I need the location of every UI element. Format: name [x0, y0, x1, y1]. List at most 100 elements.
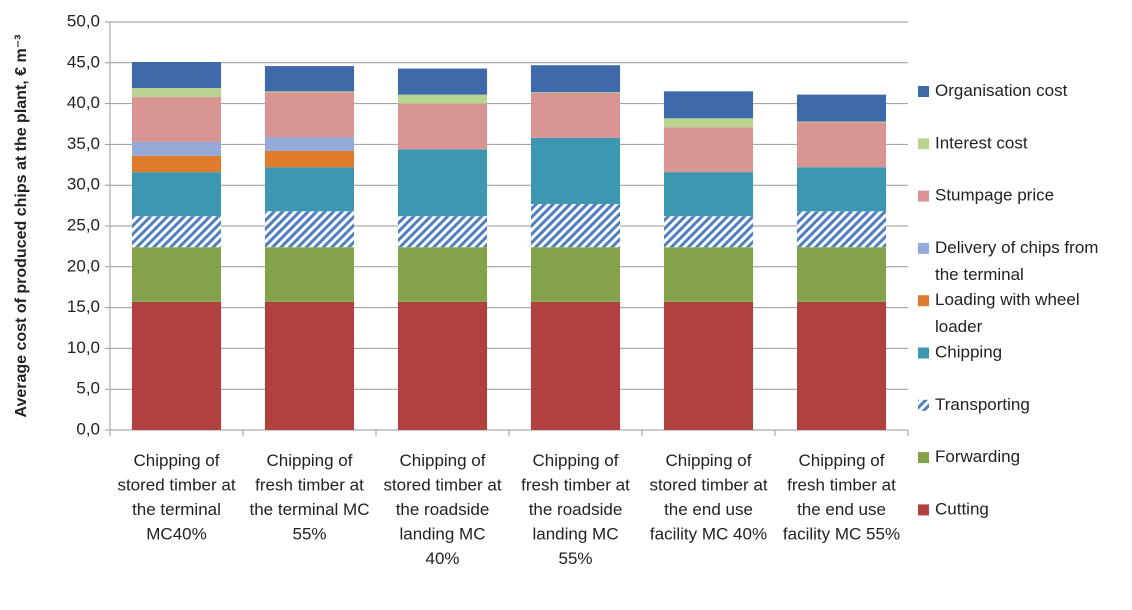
text-line: Forwarding [935, 448, 1020, 467]
text-line: Organisation cost [935, 81, 1068, 100]
legend-label: Interest cost [935, 134, 1028, 153]
text-line: Loading with wheel [935, 291, 1080, 310]
text-line: MC40% [146, 525, 206, 544]
legend-swatch [918, 347, 929, 359]
text-line: loader [935, 318, 983, 337]
y-tick-label: 45,0 [67, 52, 100, 71]
bar-segment [131, 88, 222, 98]
text-line: landing MC [533, 525, 619, 544]
legend-label: Transporting [935, 395, 1030, 414]
text-line: the terminal [935, 265, 1024, 284]
text-line: the terminal MC [250, 500, 370, 519]
text-line: Chipping of [665, 451, 751, 470]
bar-segment [131, 301, 222, 430]
bar-segment [131, 155, 222, 173]
text-line: Chipping of [133, 451, 219, 470]
bar-segment [530, 92, 621, 93]
legend-label: Chipping [935, 343, 1002, 362]
legend-label: Stumpage price [935, 186, 1054, 205]
y-tick-label: 5,0 [76, 379, 100, 398]
y-tick-label: 25,0 [67, 215, 100, 234]
y-axis-label: Average cost of produced chips at the pl… [13, 34, 30, 417]
bar-segment [131, 141, 222, 156]
text-line: Chipping of [266, 451, 352, 470]
legend-label: Cutting [935, 500, 989, 519]
bar-segment [796, 121, 887, 123]
bar-segment [796, 94, 887, 122]
text-line: Chipping of [532, 451, 618, 470]
bar-segment [796, 167, 887, 212]
bar-segment [397, 216, 488, 248]
text-line: Stumpage price [935, 186, 1054, 205]
bar-segment [264, 66, 355, 92]
legend-swatch [918, 86, 929, 97]
text-line: 55% [558, 549, 592, 568]
text-line: Chipping [935, 343, 1002, 362]
legend-swatch [918, 295, 929, 307]
bar-segment [530, 92, 621, 138]
y-tick-label: 0,0 [76, 419, 100, 438]
text-line: the roadside [529, 500, 623, 519]
text-line: Interest cost [935, 134, 1028, 153]
legend-label: Organisation cost [935, 81, 1068, 100]
y-tick-label: 50,0 [67, 11, 100, 30]
text-line: landing MC [400, 525, 486, 544]
x-tick-label: Chipping of fresh timber at the roadside la… [521, 451, 630, 568]
text-line: facility MC 55% [783, 525, 900, 544]
bar-segment [397, 94, 488, 104]
bar-segment [397, 103, 488, 150]
y-tick-label: 20,0 [67, 256, 100, 275]
x-tick-label: Chipping of fresh timber at the end use fac… [783, 451, 900, 544]
x-tick-label: Chipping of stored timber at the end use fa… [649, 451, 767, 544]
y-tick-label: 40,0 [67, 93, 100, 112]
y-tick-label: 35,0 [67, 134, 100, 153]
legend-swatch [918, 138, 929, 150]
bar-segment [131, 172, 222, 217]
legend-swatch [918, 242, 929, 254]
legend-swatch [918, 399, 929, 411]
bar-segment [663, 247, 754, 302]
x-tick-label: Chipping of stored timber at the roadside l… [383, 451, 501, 568]
legend-label: Delivery of chips from the terminal [935, 238, 1098, 284]
text-line: facility MC 40% [650, 525, 767, 544]
bar-segment [264, 150, 355, 168]
bar-segment [264, 137, 355, 151]
bar-segment [530, 137, 621, 204]
bar-segment [663, 118, 754, 128]
bar-segment [131, 97, 222, 142]
legend-swatch [918, 190, 929, 202]
text-line: 40% [425, 549, 459, 568]
bar-segment [397, 149, 488, 217]
bar-segment [530, 247, 621, 302]
text-line: the roadside [396, 500, 490, 519]
bar-segment [131, 247, 222, 302]
text-line: fresh timber at [521, 476, 630, 495]
y-tick-label: 30,0 [67, 175, 100, 194]
bar-segment [796, 301, 887, 430]
legend-label: Forwarding [935, 448, 1020, 467]
bar-segment [264, 211, 355, 248]
bar-segment [530, 301, 621, 430]
text-line: the terminal [132, 500, 221, 519]
bar-segment [264, 92, 355, 138]
bar-segment [796, 247, 887, 302]
bar-segment [397, 247, 488, 302]
text-line: stored timber at [117, 476, 235, 495]
text-line: the end use [797, 500, 886, 519]
bar-segment [663, 127, 754, 173]
bar-segment [264, 247, 355, 302]
bar-segment [796, 211, 887, 248]
text-line: the end use [664, 500, 753, 519]
bar-segment [397, 68, 488, 95]
bar-segment [663, 301, 754, 430]
bar-segment [264, 91, 355, 93]
text-line: Cutting [935, 500, 989, 519]
bar-segment [264, 301, 355, 430]
text-line: Transporting [935, 395, 1030, 414]
text-line: stored timber at [649, 476, 767, 495]
text-line: 55% [292, 525, 326, 544]
text-line: Chipping of [399, 451, 485, 470]
y-tick-label: 15,0 [67, 297, 100, 316]
bar-segment [796, 122, 887, 168]
